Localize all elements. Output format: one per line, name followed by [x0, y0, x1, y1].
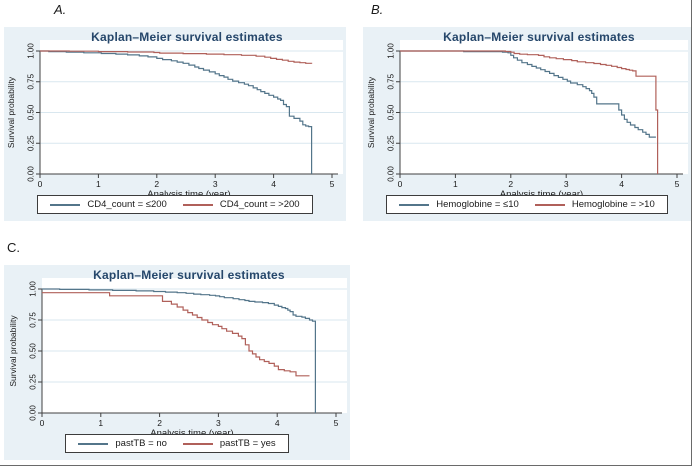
- legend-entry: Hemoglobine = ≤10: [399, 199, 519, 210]
- legend-label: CD4_count = >200: [219, 199, 300, 210]
- y-tick-label: 0.00: [387, 166, 396, 182]
- y-tick-label: 0.00: [27, 166, 36, 182]
- x-tick-label: 4: [619, 179, 624, 189]
- legend-line-blue-icon: [78, 442, 109, 445]
- x-tick-label: 4: [275, 418, 280, 428]
- y-axis-label: Survival probability: [366, 76, 376, 148]
- km-curve-group2: [400, 50, 659, 174]
- y-axis-label: Survival probability: [8, 315, 18, 387]
- legend-c: pastTB = no pastTB = yes: [4, 434, 350, 453]
- x-tick-label: 2: [154, 179, 159, 189]
- x-tick-label: 3: [213, 179, 218, 189]
- km-curve-group1: [40, 50, 313, 174]
- legend-a: CD4_count = ≤200 CD4_count = >200: [4, 195, 346, 214]
- legend-line-red-icon: [182, 203, 213, 206]
- x-tick-label: 1: [98, 418, 103, 428]
- legend-box: CD4_count = ≤200 CD4_count = >200: [37, 195, 313, 214]
- legend-entry: pastTB = yes: [182, 438, 276, 449]
- y-tick-label: 0.75: [29, 312, 38, 328]
- legend-label: CD4_count = ≤200: [87, 199, 167, 210]
- x-tick-label: 2: [508, 179, 513, 189]
- legend-box: pastTB = no pastTB = yes: [65, 434, 289, 453]
- x-tick-label: 1: [453, 179, 458, 189]
- x-tick-label: 5: [675, 179, 680, 189]
- y-tick-label: 0.00: [29, 405, 38, 421]
- x-axis-label: Analysis time (year): [500, 189, 583, 200]
- y-tick-label: 0.50: [387, 104, 396, 120]
- x-tick-label: 3: [216, 418, 221, 428]
- legend-line-blue-icon: [50, 203, 81, 206]
- panel-label-c: C.: [7, 240, 20, 255]
- km-curve-group2: [42, 292, 310, 377]
- x-tick-label: 2: [157, 418, 162, 428]
- x-tick-label: 1: [96, 179, 101, 189]
- km-curve-group1: [400, 50, 656, 138]
- legend-entry: Hemoglobine = >10: [534, 199, 655, 210]
- x-tick-label: 5: [330, 179, 335, 189]
- legend-label: Hemoglobine = >10: [571, 199, 655, 210]
- legend-entry: CD4_count = >200: [182, 199, 300, 210]
- chart-title-c: Kaplan–Meier survival estimates: [93, 268, 285, 282]
- legend-entry: CD4_count = ≤200: [50, 199, 167, 210]
- plot-area: [42, 278, 347, 413]
- y-tick-label: 0.25: [27, 135, 36, 151]
- legend-line-red-icon: [534, 203, 565, 206]
- legend-b: Hemoglobine = ≤10 Hemoglobine = >10: [363, 195, 691, 214]
- km-curve-group1: [42, 288, 316, 413]
- plot-area: [400, 40, 688, 174]
- y-tick-label: 1.00: [27, 43, 36, 59]
- panel-label-b: B.: [371, 2, 384, 17]
- x-axis-label: Analysis time (year): [147, 189, 230, 200]
- legend-label: pastTB = yes: [219, 438, 276, 449]
- y-tick-label: 1.00: [29, 281, 38, 297]
- x-axis-label: Analysis time (year): [150, 428, 233, 439]
- x-tick-label: 0: [40, 418, 45, 428]
- y-tick-label: 1.00: [387, 43, 396, 59]
- plot-area: [40, 40, 343, 174]
- legend-line-blue-icon: [399, 203, 430, 206]
- chart-title-a: Kaplan–Meier survival estimates: [91, 30, 283, 44]
- legend-label: Hemoglobine = ≤10: [436, 199, 519, 210]
- legend-line-red-icon: [182, 442, 213, 445]
- km-plot-c: 0.00 0.25 0.50 0.75 1.00 0 1 2 3 4 5 Survival proba…: [8, 278, 347, 439]
- x-tick-label: 4: [271, 179, 276, 189]
- legend-entry: pastTB = no: [78, 438, 167, 449]
- x-tick-label: 0: [398, 179, 403, 189]
- km-curve-group2: [40, 50, 313, 64]
- x-tick-label: 5: [334, 418, 339, 428]
- panel-label-a: A.: [54, 2, 67, 17]
- y-tick-label: 0.50: [27, 104, 36, 120]
- y-tick-label: 0.75: [387, 73, 396, 89]
- legend-box: Hemoglobine = ≤10 Hemoglobine = >10: [386, 195, 668, 214]
- legend-label: pastTB = no: [115, 438, 167, 449]
- y-tick-label: 0.75: [27, 73, 36, 89]
- x-tick-label: 0: [38, 179, 43, 189]
- chart-title-b: Kaplan–Meier survival estimates: [443, 30, 635, 44]
- km-panel-a: 0.00 0.25 0.50 0.75 1.00 0 1 2 3 4 5 Survival proba…: [4, 27, 346, 221]
- km-plot-b: 0.00 0.25 0.50 0.75 1.00 0 1 2 3 4 5 Survival proba…: [366, 40, 688, 200]
- y-tick-label: 0.25: [29, 374, 38, 390]
- y-tick-label: 0.50: [29, 343, 38, 359]
- y-axis-label: Survival probability: [6, 76, 16, 148]
- km-plot-a: 0.00 0.25 0.50 0.75 1.00 0 1 2 3 4 5 Survival proba…: [6, 40, 343, 200]
- km-panel-c: 0.00 0.25 0.50 0.75 1.00 0 1 2 3 4 5 Survival proba…: [4, 265, 350, 460]
- km-panel-b: 0.00 0.25 0.50 0.75 1.00 0 1 2 3 4 5 Survival proba…: [363, 27, 691, 221]
- y-tick-label: 0.25: [387, 135, 396, 151]
- x-tick-label: 3: [564, 179, 569, 189]
